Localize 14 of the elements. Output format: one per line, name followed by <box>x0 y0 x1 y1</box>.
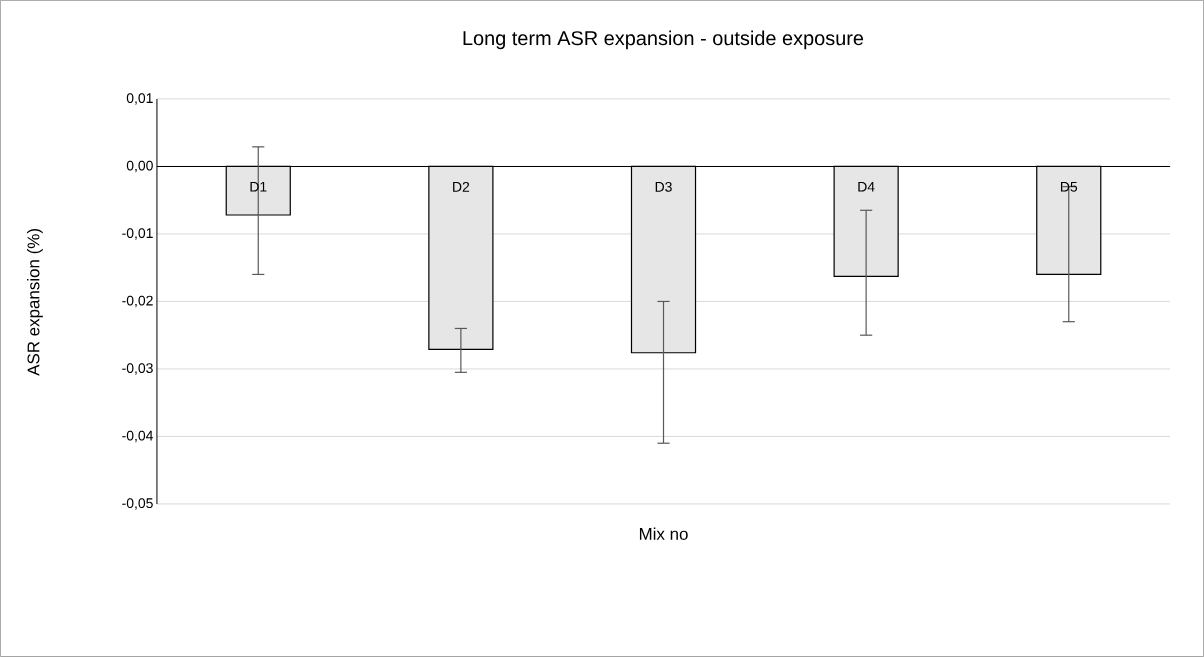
x-axis-title: Mix no <box>639 527 688 540</box>
x-tick-label: D2 <box>453 181 470 192</box>
y-tick-label: 0,01 <box>126 93 153 105</box>
y-axis-title: ASR expansion (%) <box>27 229 43 376</box>
x-tick-label: D4 <box>858 181 875 192</box>
y-tick-label: -0,01 <box>122 228 153 240</box>
chart-title: Long term ASR expansion - outside exposure <box>463 30 864 50</box>
y-tick-label: -0,03 <box>122 363 153 375</box>
x-tick-label: D1 <box>250 181 267 192</box>
y-tick-label: -0,05 <box>122 498 153 510</box>
x-tick-label: D3 <box>655 181 672 192</box>
y-tick-label: -0,02 <box>122 295 153 308</box>
y-tick-label: 0,00 <box>126 160 153 173</box>
y-tick-label: -0,04 <box>122 430 153 443</box>
